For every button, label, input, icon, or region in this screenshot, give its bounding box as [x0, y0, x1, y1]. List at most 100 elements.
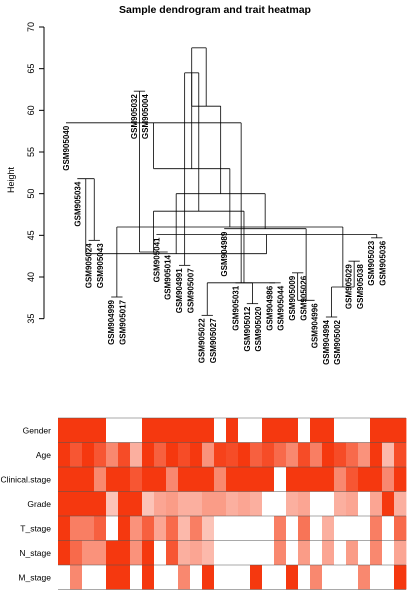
leaf-label: GSM905014: [164, 254, 173, 299]
heatmap-cell: [382, 467, 395, 492]
heatmap-cell: [262, 418, 275, 443]
heatmap-cell: [154, 418, 167, 443]
heatmap-cell: [118, 540, 131, 565]
heatmap-cell: [226, 516, 239, 541]
heatmap-cell: [358, 467, 371, 492]
heatmap-cell: [82, 540, 95, 565]
leaf-label: GSM905026: [299, 275, 308, 320]
heatmap-cell: [310, 516, 323, 541]
heatmap-cell: [370, 540, 383, 565]
trait-labels: Gender Age Clinical.stage Grade T_stage N_sta…: [0, 425, 51, 582]
heatmap-cell: [130, 467, 143, 492]
heatmap-cell: [262, 491, 275, 516]
trait-label: T_stage: [20, 523, 51, 533]
heatmap-cell: [262, 467, 275, 492]
heatmap-cell: [82, 467, 95, 492]
heatmap-cell: [262, 516, 275, 541]
leaf-label: GSM905027: [209, 318, 218, 363]
heatmap-cell: [394, 540, 407, 565]
heatmap-cell: [118, 565, 131, 590]
y-tick-label: 40: [26, 272, 36, 282]
heatmap-cell: [106, 467, 119, 492]
heatmap-cell: [274, 540, 287, 565]
leaf-label: GSM904989: [220, 231, 229, 276]
leaf-label: GSM904986: [265, 285, 274, 330]
leaf-label: GSM905004: [141, 94, 150, 139]
heatmap-cell: [202, 516, 215, 541]
heatmap-cell: [130, 565, 143, 590]
heatmap-cell: [286, 565, 299, 590]
leaf-label: GSM905024: [85, 243, 94, 288]
heatmap-cell: [118, 467, 131, 492]
y-tick-label: 60: [26, 105, 36, 115]
heatmap-cell: [346, 491, 359, 516]
heatmap-cell: [154, 442, 167, 467]
leaf-label: GSM905041: [152, 237, 161, 282]
heatmap-cell: [238, 516, 251, 541]
heatmap-cell: [226, 491, 239, 516]
heatmap-cell: [58, 540, 71, 565]
heatmap-cell: [58, 491, 71, 516]
heatmap-cell: [346, 418, 359, 443]
heatmap-cell: [202, 442, 215, 467]
heatmap-cell: [94, 540, 107, 565]
heatmap-cell: [298, 418, 311, 443]
heatmap-cell: [142, 565, 155, 590]
heatmap-cell: [202, 540, 215, 565]
heatmap-cell: [106, 540, 119, 565]
heatmap-cell: [274, 516, 287, 541]
heatmap-cell: [250, 442, 263, 467]
heatmap-cell: [130, 442, 143, 467]
heatmap-cell: [286, 418, 299, 443]
heatmap-cell: [358, 565, 371, 590]
heatmap-cell: [82, 442, 95, 467]
heatmap-cell: [166, 467, 179, 492]
heatmap-cell: [82, 565, 95, 590]
y-tick-label: 70: [26, 22, 36, 32]
heatmap-cell: [370, 418, 383, 443]
heatmap-cell: [250, 491, 263, 516]
trait-label: Clinical.stage: [0, 474, 51, 484]
heatmap-cell: [238, 540, 251, 565]
heatmap-cell: [334, 491, 347, 516]
chart-title: Sample dendrogram and trait heatmap: [119, 4, 311, 16]
leaf-label: GSM905012: [243, 306, 252, 351]
heatmap-cell: [298, 516, 311, 541]
heatmap-cell: [274, 442, 287, 467]
heatmap-cell: [322, 467, 335, 492]
heatmap-cell: [58, 467, 71, 492]
y-tick-label: 55: [26, 147, 36, 157]
heatmap-cell: [298, 467, 311, 492]
trait-heatmap: [58, 417, 407, 590]
heatmap-cell: [238, 418, 251, 443]
trait-label: Age: [36, 450, 51, 460]
heatmap-cell: [346, 442, 359, 467]
heatmap-cell: [94, 442, 107, 467]
heatmap-cell: [202, 418, 215, 443]
heatmap-cell: [370, 491, 383, 516]
heatmap-cell: [166, 442, 179, 467]
heatmap-cell: [166, 491, 179, 516]
heatmap-cell: [190, 565, 203, 590]
heatmap-cell: [214, 540, 227, 565]
heatmap-cell: [130, 491, 143, 516]
heatmap-cell: [262, 442, 275, 467]
heatmap-cell: [58, 418, 71, 443]
heatmap-cell: [70, 442, 83, 467]
heatmap-cell: [394, 418, 407, 443]
heatmap-cell: [154, 491, 167, 516]
heatmap-cell: [322, 442, 335, 467]
heatmap-cell: [226, 418, 239, 443]
heatmap-cell: [226, 565, 239, 590]
heatmap-cell: [226, 442, 239, 467]
heatmap-cell: [382, 540, 395, 565]
heatmap-cell: [214, 565, 227, 590]
heatmap-cell: [274, 467, 287, 492]
heatmap-cell: [142, 491, 155, 516]
heatmap-cell: [310, 467, 323, 492]
heatmap-cell: [70, 491, 83, 516]
heatmap-cell: [190, 540, 203, 565]
heatmap-cell: [118, 418, 131, 443]
heatmap-cell: [334, 418, 347, 443]
